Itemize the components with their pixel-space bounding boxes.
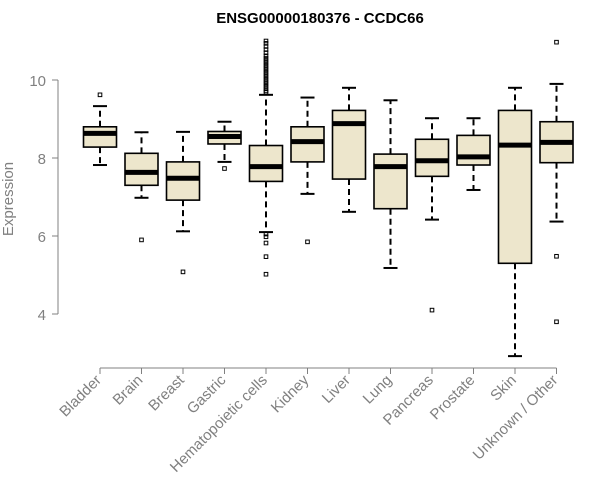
iqr-box (497, 109, 533, 265)
outlier-point (263, 69, 269, 75)
outlier-point (263, 74, 269, 80)
outlier-point (263, 83, 269, 89)
iqr-box (414, 138, 450, 178)
category-label: Brain (110, 372, 147, 409)
box-unknown-other (539, 39, 574, 325)
box-pancreas (414, 117, 450, 313)
y-tick-label: 6 (38, 229, 46, 246)
outlier-point (263, 55, 269, 61)
iqr-box (82, 126, 118, 148)
outlier-point (263, 67, 269, 73)
outlier-point (263, 271, 269, 277)
category-label: Lung (360, 372, 396, 408)
box-breast (165, 130, 201, 275)
outlier-point (263, 41, 269, 46)
outlier-point (180, 269, 186, 275)
outlier-point (263, 58, 269, 63)
outlier-point (263, 240, 269, 246)
box-brain (124, 131, 159, 243)
iqr-box (124, 152, 159, 187)
outlier-point (139, 237, 144, 243)
outlier-point (263, 62, 269, 68)
box-hematopoietic-cells (248, 38, 284, 277)
outlier-point (222, 166, 227, 171)
outlier-point (263, 65, 269, 70)
y-tick-label: 10 (29, 73, 46, 90)
outlier-point (97, 92, 103, 98)
chart-title: ENSG00000180376 - CCDC66 (216, 10, 424, 27)
outlier-point (554, 253, 559, 259)
outlier-point (263, 72, 269, 77)
outlier-point (263, 86, 269, 91)
box-lung (373, 99, 408, 269)
iqr-box (248, 144, 284, 183)
outlier-point (554, 319, 559, 325)
outlier-point (263, 254, 269, 259)
outlier-point (263, 231, 269, 237)
y-tick-label: 4 (38, 307, 46, 324)
iqr-box (373, 153, 408, 210)
iqr-box (290, 126, 325, 163)
y-axis: 4 6 8 10 (29, 73, 59, 324)
box-prostate (456, 117, 491, 191)
outlier-point (554, 39, 559, 45)
iqr-box (165, 161, 201, 201)
category-label: Skin (487, 372, 520, 405)
category-label: Liver (319, 372, 354, 407)
box-kidney (290, 96, 325, 245)
outlier-point (263, 79, 269, 84)
iqr-box (331, 109, 367, 180)
outlier-point (263, 38, 269, 44)
category-label: Bladder (56, 372, 105, 421)
outlier-point (305, 239, 310, 245)
iqr-box (456, 134, 491, 166)
outlier-point (263, 81, 269, 87)
outlier-point (263, 60, 269, 66)
y-tick-label: 8 (38, 151, 46, 168)
outlier-point (263, 76, 269, 82)
outlier-point (429, 307, 435, 313)
box-gastric (207, 120, 242, 171)
boxes-group (82, 38, 574, 358)
outlier-point (263, 88, 269, 94)
box-skin (497, 86, 533, 358)
outlier-point (263, 234, 269, 240)
category-label: Kidney (268, 371, 313, 416)
category-label: Breast (145, 371, 188, 414)
category-label: Prostate (427, 372, 479, 424)
box-liver (331, 86, 367, 213)
box-bladder (82, 92, 118, 167)
y-axis-label: Expression (0, 162, 17, 236)
